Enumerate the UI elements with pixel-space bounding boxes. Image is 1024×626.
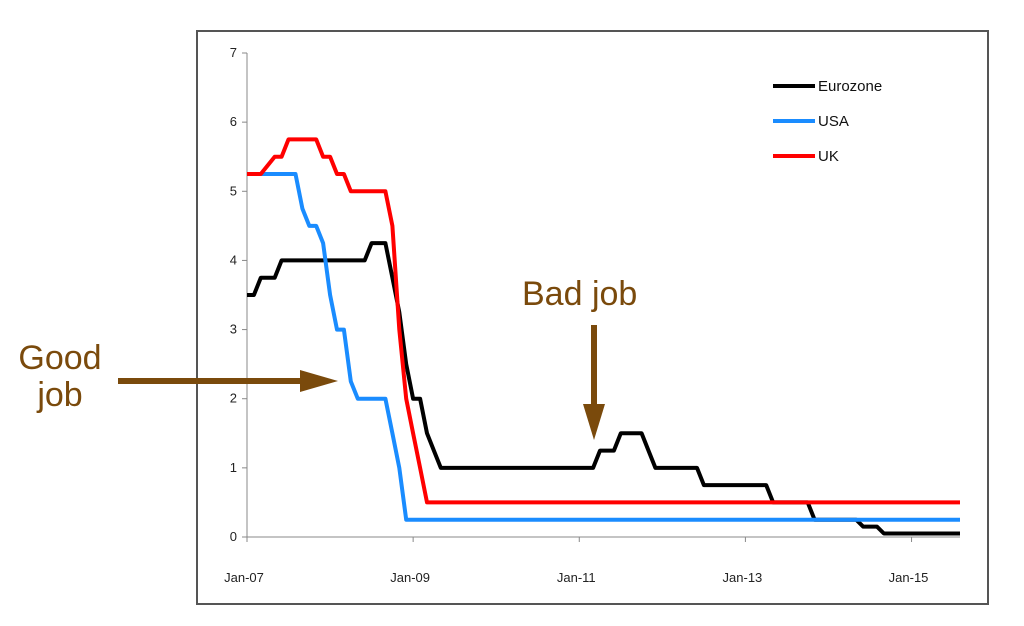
- good-job-arrowhead: [300, 370, 338, 392]
- y-tick-label: 1: [230, 460, 237, 475]
- y-tick-label: 4: [230, 252, 237, 267]
- y-tick-label: 7: [230, 45, 237, 60]
- chart-frame: [196, 30, 989, 605]
- legend-label-usa: USA: [818, 113, 849, 130]
- x-tick-label: Jan-13: [723, 570, 763, 585]
- legend-label-eurozone: Eurozone: [818, 78, 882, 95]
- x-tick-label: Jan-11: [557, 570, 596, 585]
- series-line-uk: [247, 137, 960, 505]
- series-line-usa: [247, 172, 960, 522]
- y-tick-label: 6: [230, 114, 237, 129]
- legend-label-uk: UK: [818, 148, 839, 165]
- y-tick-label: 5: [230, 183, 237, 198]
- y-tick-label: 2: [230, 391, 237, 406]
- good-job-line2: job: [37, 376, 83, 415]
- x-tick-label: Jan-15: [889, 570, 929, 585]
- y-tick-label: 3: [230, 322, 237, 337]
- good-job-line1: Good: [18, 339, 102, 377]
- x-tick-label: Jan-09: [390, 570, 430, 585]
- x-tick-label: Jan-07: [224, 570, 264, 585]
- y-tick-label: 0: [230, 529, 237, 544]
- bad-job-arrowhead: [583, 404, 605, 440]
- series-line-eurozone: [247, 241, 960, 536]
- bad-job-annotation: Bad job: [522, 275, 638, 313]
- good-job-annotation: Good job: [0, 339, 120, 415]
